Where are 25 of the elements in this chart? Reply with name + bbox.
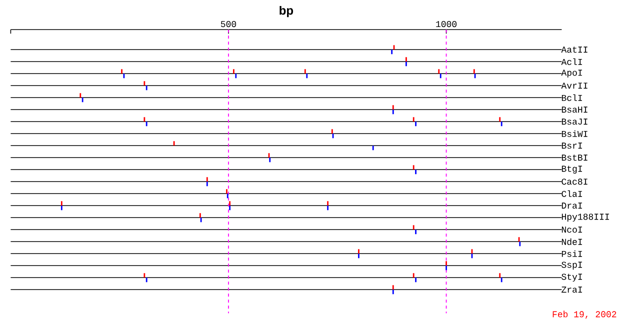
y-tick-label: BsaHI xyxy=(562,106,588,113)
y-tick-label: ApoI xyxy=(561,70,582,78)
y-tick-label: Cac8I xyxy=(562,178,588,185)
y-tick-label: AclI xyxy=(561,58,582,65)
y-tick-label: BclI xyxy=(562,94,582,101)
x-tick-label: 500 xyxy=(220,21,236,28)
y-tick-label: PsiI xyxy=(562,250,582,257)
y-tick-label: NdeI xyxy=(562,238,582,245)
y-tick-label: BsiWI xyxy=(562,130,588,137)
y-tick-label: DraI xyxy=(562,202,582,209)
x-axis-title: bp xyxy=(280,6,294,18)
y-tick-label: AvrII xyxy=(561,82,588,89)
x-tick-label: 1000 xyxy=(436,21,457,28)
y-tick-label: SspI xyxy=(562,262,582,270)
y-tick-label: NcoI xyxy=(562,226,582,233)
y-tick-label: BsaJI xyxy=(562,118,588,125)
y-tick-label: AatII xyxy=(561,46,588,53)
y-tick-label: ClaI xyxy=(562,190,582,197)
y-tick-label: BtgI xyxy=(562,166,582,174)
y-tick-label: Hpy188III xyxy=(562,214,609,222)
text: Feb 19, 2002 xyxy=(552,310,616,319)
y-tick-label: ZraI xyxy=(562,286,582,293)
y-tick-label: BsrI xyxy=(562,142,582,149)
y-tick-label: BstBI xyxy=(562,154,588,161)
y-tick-label: StyI xyxy=(562,274,582,282)
